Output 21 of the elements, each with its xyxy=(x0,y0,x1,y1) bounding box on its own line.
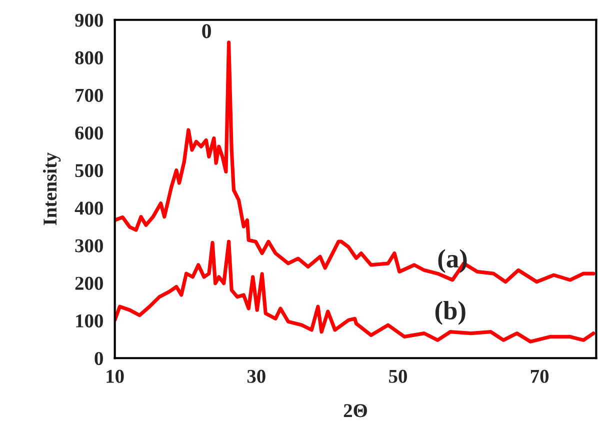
y-tick-label: 0 xyxy=(94,352,103,366)
series-label: (b) xyxy=(435,300,466,325)
x-tick-label: 10 xyxy=(106,370,124,383)
x-tick-label: 70 xyxy=(530,370,549,383)
y-tick-label: 600 xyxy=(75,126,103,140)
series-label: (a) xyxy=(438,249,467,274)
y-tick-label: 300 xyxy=(75,239,103,252)
line-series xyxy=(114,40,596,284)
x-tick-label: 50 xyxy=(389,370,407,383)
y-tick-label: 100 xyxy=(76,314,103,328)
y-tick-label: 700 xyxy=(76,88,103,102)
y-tick-label: 800 xyxy=(75,51,103,64)
x-tick-label: 30 xyxy=(247,370,266,383)
annotation: 0 xyxy=(202,24,211,38)
y-axis-title: Intensity xyxy=(42,152,61,226)
y-tick-label: 500 xyxy=(75,164,103,178)
y-tick-label: 200 xyxy=(75,276,103,290)
y-tick-label: 400 xyxy=(74,202,103,215)
line-series xyxy=(114,240,596,344)
x-axis-title: 2Θ xyxy=(344,404,367,418)
y-tick-label: 900 xyxy=(75,14,103,27)
